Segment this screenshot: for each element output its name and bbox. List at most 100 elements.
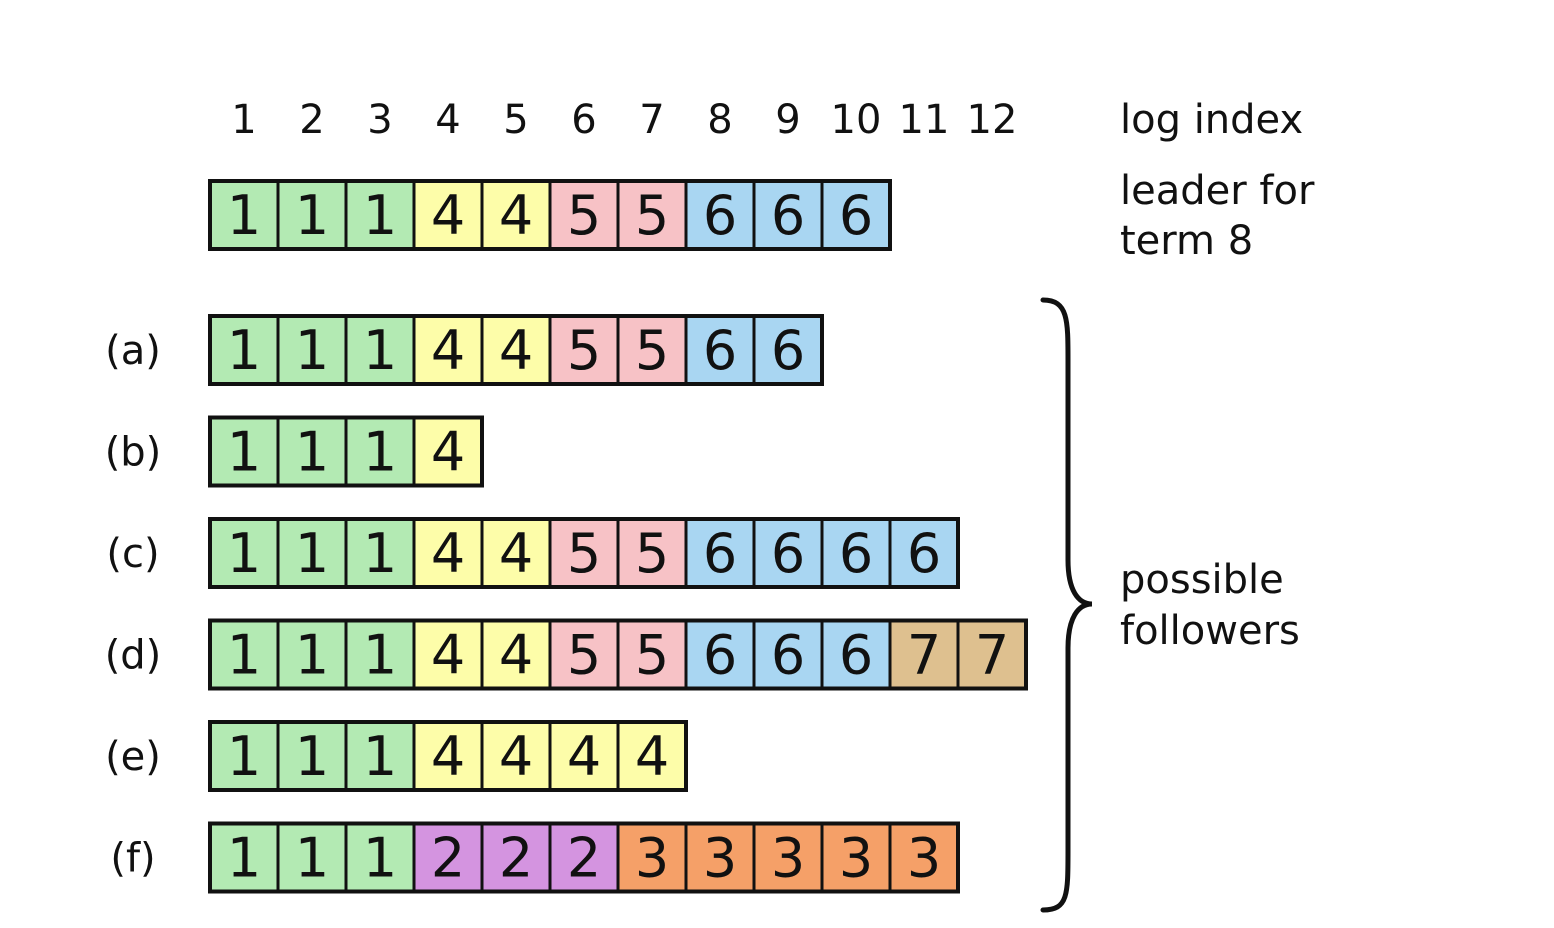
leader-label-line1: leader for [1120,168,1315,214]
leader-entry-6 [550,181,618,249]
follower-a-entry-term-9: 6 [771,319,805,382]
follower-d-entry-10 [822,620,890,689]
follower-d-entry-term-12: 7 [975,624,1009,687]
follower-d-entry-9 [754,620,822,689]
follower-f-entry-10 [822,823,890,892]
follower-b-entry-4 [414,417,482,486]
follower-b-entry-term-1: 1 [227,421,261,484]
follower-a-entry-8 [686,316,754,384]
follower-c-entry-4 [414,519,482,587]
follower-f-label: (f) [110,836,155,882]
follower-f-entry-5 [482,823,550,892]
follower-a-label: (a) [105,328,161,374]
leader-entry-1 [210,181,278,249]
follower-f-entry-term-10: 3 [839,827,873,890]
follower-d-entry-5 [482,620,550,689]
follower-c-entry-2 [278,519,346,587]
follower-c-entry-term-3: 1 [363,522,397,585]
follower-c-entry-7 [618,519,686,587]
follower-f-entry-term-3: 1 [363,827,397,890]
follower-d-entry-2 [278,620,346,689]
follower-a-entry-5 [482,316,550,384]
follower-logs: (a) 1 1 1 4 4 5 5 6 6(b) 1 1 1 4(c) 1 1 1 4 4 5 5 6 6 6 6(d) 1 1 1 4… [105,314,1028,894]
follower-e-entry-6 [550,722,618,790]
log-index-7: 7 [639,97,664,143]
follower-c-entry-term-5: 4 [499,522,533,585]
follower-a-entry-term-8: 6 [703,319,737,382]
leader-entry-term-3: 1 [363,184,397,247]
follower-f-entry-term-1: 1 [227,827,261,890]
follower-c-entry-11 [890,519,958,587]
follower-b-label: (b) [105,430,162,476]
follower-a-log-border [208,314,824,386]
follower-e-entry-term-7: 4 [635,725,669,788]
follower-f-entry-term-11: 3 [907,827,941,890]
follower-d-entry-term-6: 5 [567,624,601,687]
follower-a-entry-term-5: 4 [499,319,533,382]
follower-f-entry-9 [754,823,822,892]
follower-e-log: (e) 1 1 1 4 4 4 4 [105,720,688,792]
leader-entry-8 [686,181,754,249]
leader-entry-term-8: 6 [703,184,737,247]
follower-e-entry-2 [278,722,346,790]
follower-c-log: (c) 1 1 1 4 4 5 5 6 6 6 6 [106,517,960,589]
follower-b-entry-3 [346,417,414,486]
follower-f-entry-term-4: 2 [431,827,465,890]
follower-d-entry-term-9: 6 [771,624,805,687]
leader-entry-3 [346,181,414,249]
follower-f-log-border [208,821,960,894]
follower-d-entry-term-2: 1 [295,624,329,687]
follower-d-entry-6 [550,620,618,689]
follower-c-log-border [208,517,960,589]
follower-f-entry-term-5: 2 [499,827,533,890]
follower-d-entry-7 [618,620,686,689]
follower-d-entry-12 [958,620,1026,689]
follower-e-entry-1 [210,722,278,790]
leader-entry-5 [482,181,550,249]
follower-c-entry-term-6: 5 [567,522,601,585]
follower-d-entry-term-4: 4 [431,624,465,687]
follower-c-entry-10 [822,519,890,587]
follower-a-entry-2 [278,316,346,384]
follower-f-entry-term-2: 1 [295,827,329,890]
follower-d-entry-term-5: 4 [499,624,533,687]
follower-f-entry-term-6: 2 [567,827,601,890]
follower-a-entry-1 [210,316,278,384]
follower-a-entry-term-7: 5 [635,319,669,382]
follower-f-entry-term-8: 3 [703,827,737,890]
leader-entry-4 [414,181,482,249]
followers-label-line1: possible [1120,557,1284,603]
follower-b-entry-1 [210,417,278,486]
follower-f-entry-8 [686,823,754,892]
follower-f-entry-11 [890,823,958,892]
follower-a-entry-9 [754,316,822,384]
follower-e-entry-3 [346,722,414,790]
log-index-1: 1 [231,97,256,143]
follower-c-entry-term-7: 5 [635,522,669,585]
follower-a-entry-7 [618,316,686,384]
follower-e-entry-7 [618,722,686,790]
follower-a-entry-6 [550,316,618,384]
follower-d-entry-8 [686,620,754,689]
follower-c-entry-5 [482,519,550,587]
follower-b-entry-term-3: 1 [363,421,397,484]
follower-e-entry-term-4: 4 [431,725,465,788]
log-index-12: 12 [967,97,1018,143]
log-index-9: 9 [775,97,800,143]
follower-d-entry-term-10: 6 [839,624,873,687]
follower-e-entry-5 [482,722,550,790]
follower-f-entry-term-9: 3 [771,827,805,890]
follower-a-entry-term-2: 1 [295,319,329,382]
follower-c-entry-term-8: 6 [703,522,737,585]
follower-d-log: (d) 1 1 1 4 4 5 5 6 6 6 7 7 [105,618,1028,691]
log-index-3: 3 [367,97,392,143]
follower-f-entry-4 [414,823,482,892]
follower-c-entry-term-2: 1 [295,522,329,585]
follower-c-entry-9 [754,519,822,587]
leader-label-line2: term 8 [1120,218,1253,264]
log-index-10: 10 [831,97,882,143]
followers-label-line2: followers [1120,608,1300,654]
leader-entry-term-7: 5 [635,184,669,247]
